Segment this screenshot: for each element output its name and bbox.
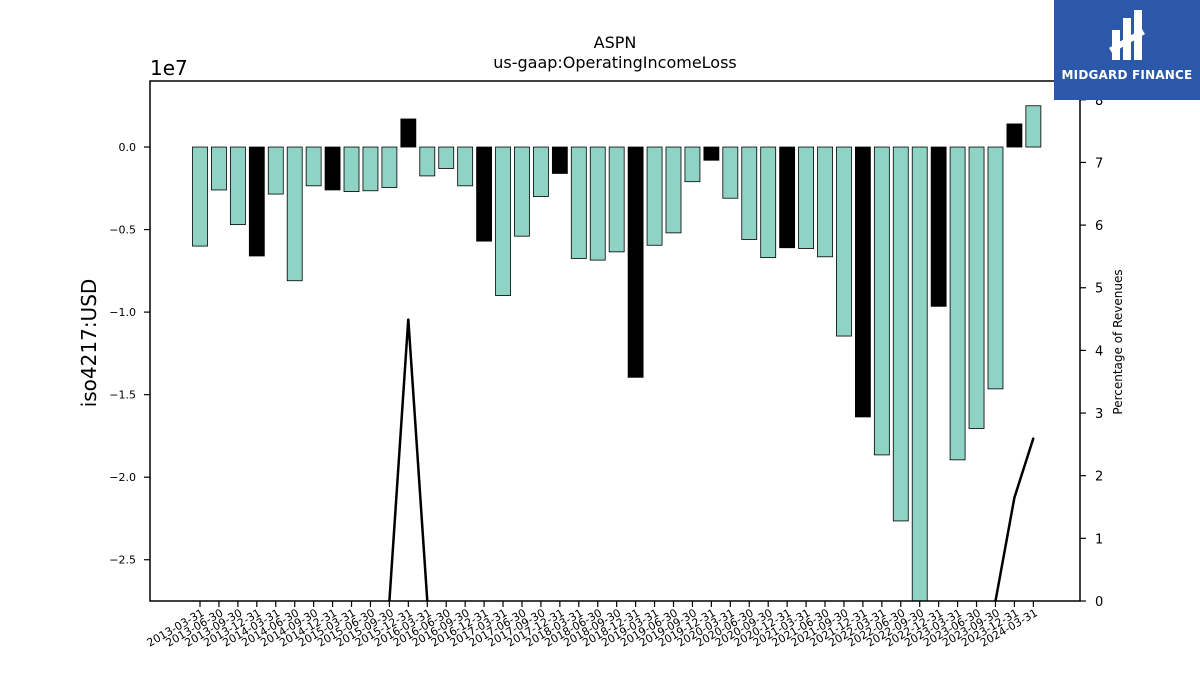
y-ticks-group: 0.0 −0.5 −1.0 −1.5 −2.0 −2.5	[109, 141, 150, 567]
bar-2015-12-31	[400, 118, 417, 148]
y2-tick-label: 0	[1095, 595, 1103, 610]
bar-2018-06-30	[589, 146, 606, 261]
bar-2015-06-30	[362, 146, 379, 192]
bar-2017-03-31	[495, 146, 511, 297]
bar-2023-03-31	[949, 146, 966, 461]
bar-2014-03-31	[267, 146, 284, 195]
bar-2020-03-31	[722, 146, 739, 199]
bar-2019-09-30	[684, 146, 701, 183]
bar-2024-03-31	[1025, 105, 1042, 148]
y-axis-label: iso4217:USD	[77, 279, 101, 408]
y-tick-label: −2.5	[109, 554, 136, 567]
bar-2023-06-30	[968, 146, 985, 429]
bar-2018-12-31	[627, 146, 644, 378]
y-tick-label: −1.0	[109, 306, 136, 319]
bar-2021-09-30	[836, 146, 852, 337]
bar-2013-12-31	[248, 146, 265, 257]
bar-2018-09-30	[608, 146, 625, 253]
bar-2022-09-30	[911, 146, 928, 602]
y2-tick-label: 1	[1095, 532, 1103, 547]
plot-frame	[149, 80, 1081, 602]
bars-group	[192, 105, 1042, 602]
bar-2021-12-31	[855, 146, 871, 418]
percentage-line-group	[388, 318, 1035, 602]
y2-tick-label: 7	[1095, 156, 1103, 171]
bar-2019-12-31	[703, 146, 720, 161]
bar-2015-03-31	[343, 146, 360, 192]
y2-ticks-group: 0 1 2 3 4 5 6 7 8	[1080, 94, 1103, 610]
bar-2015-09-30	[381, 146, 398, 188]
y2-tick-label: 4	[1095, 344, 1103, 359]
bar-2016-03-31	[419, 146, 436, 177]
chart-title: ASPN	[594, 33, 637, 52]
bar-2019-03-31	[646, 146, 663, 246]
percentage-line-segment-2015	[388, 319, 429, 602]
bar-2018-03-31	[570, 146, 587, 259]
bar-2013-09-30	[229, 146, 246, 226]
y2-tick-label: 5	[1095, 282, 1103, 297]
bar-2017-09-30	[533, 146, 549, 197]
y2-axis-label: Percentage of Revenues	[1111, 269, 1125, 414]
bar-2021-06-30	[817, 146, 833, 258]
bar-2014-09-30	[305, 146, 322, 187]
percentage-point-2015-12-31	[407, 318, 410, 320]
bar-2023-12-31	[1006, 123, 1023, 148]
x-ticks-group: 2013-03-312013-06-302013-09-302013-12-31…	[145, 601, 1040, 650]
y-tick-label: 0.0	[119, 141, 137, 154]
chart-subtitle: us-gaap:OperatingIncomeLoss	[493, 53, 737, 72]
bar-2020-09-30	[760, 146, 777, 259]
bar-2019-06-30	[665, 146, 682, 234]
bar-2020-12-31	[779, 146, 796, 249]
midgard-finance-logo: MIDGARD FINANCE	[1054, 0, 1200, 100]
y2-tick-label: 8	[1095, 94, 1103, 109]
bar-2022-06-30	[892, 146, 909, 522]
bar-2023-09-30	[987, 146, 1004, 390]
y2-tick-label: 3	[1095, 407, 1103, 422]
y-tick-label: −1.5	[109, 389, 136, 402]
bar-2021-03-31	[798, 146, 814, 249]
bar-2013-06-30	[211, 146, 227, 191]
bar-2017-06-30	[514, 146, 530, 237]
bar-2022-03-31	[873, 146, 890, 456]
logo-text: MIDGARD FINANCE	[1061, 68, 1193, 82]
percentage-line-segment-2023	[994, 437, 1035, 602]
percentage-point-2023-12-31	[1013, 496, 1016, 499]
scale-label: 1e7	[150, 56, 188, 80]
bar-2020-06-30	[741, 146, 758, 240]
y2-tick-label: 6	[1095, 219, 1103, 234]
bar-2017-12-31	[551, 146, 568, 174]
bar-2022-12-31	[930, 146, 947, 307]
y2-tick-label: 2	[1095, 470, 1103, 485]
y-tick-label: −2.0	[109, 471, 136, 484]
bar-2014-06-30	[286, 146, 303, 282]
bar-2016-12-31	[476, 146, 493, 242]
bar-2013-03-31	[192, 146, 208, 247]
bar-2014-12-31	[324, 146, 341, 191]
bar-2016-06-30	[438, 146, 455, 169]
y-tick-label: −0.5	[109, 224, 136, 237]
bar-2016-09-30	[457, 146, 474, 187]
midgard-logo-icon	[1109, 10, 1145, 60]
percentage-point-2024-03-31	[1032, 437, 1035, 439]
